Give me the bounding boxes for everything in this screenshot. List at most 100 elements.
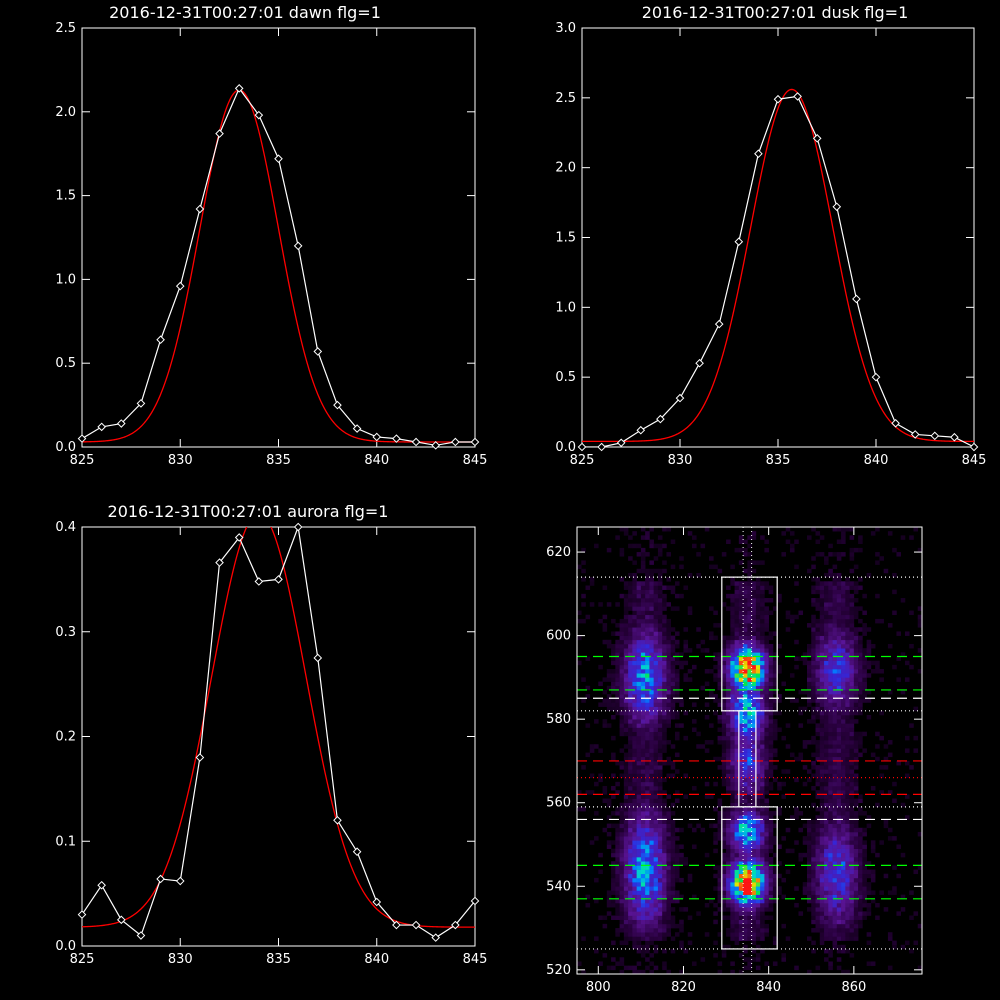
spectrum-heatmap-cell [892, 890, 897, 895]
spectrum-heatmap-cell [760, 694, 765, 699]
spectrum-heatmap-cell [824, 907, 829, 912]
spectrum-heatmap-cell [632, 894, 637, 900]
spectrum-ytick-label: 580 [546, 712, 571, 727]
spectrum-heatmap-cell [858, 689, 863, 695]
dawn-data-point [215, 129, 224, 138]
spectrum-heatmap-cell [721, 748, 727, 753]
spectrum-heatmap-cell [815, 781, 821, 787]
spectrum-heatmap-cell [862, 627, 867, 632]
spectrum-heatmap-cell [836, 556, 842, 561]
spectrum-heatmap-cell [768, 836, 774, 841]
spectrum-heatmap-cell [764, 664, 769, 670]
spectrum-heatmap-cell [777, 873, 782, 879]
spectrum-heatmap-cell [679, 877, 684, 883]
spectrum-heatmap-cell [653, 652, 659, 657]
spectrum-heatmap-cell [887, 689, 893, 695]
spectrum-heatmap-cell [653, 840, 659, 845]
spectrum-heatmap-cell [670, 589, 676, 595]
spectrum-heatmap-cell [662, 527, 667, 532]
spectrum-heatmap-cell [738, 598, 744, 603]
spectrum-heatmap-cell [674, 836, 680, 841]
spectrum-heatmap-cell [828, 798, 833, 804]
spectrum-heatmap-cell [640, 618, 646, 624]
spectrum-heatmap-cell [815, 898, 821, 904]
spectrum-heatmap-cell [849, 606, 855, 611]
spectrum-heatmap-cell [747, 815, 752, 820]
spectrum-heatmap-cell [611, 882, 616, 887]
spectrum-heatmap-cell [666, 602, 671, 607]
spectrum-heatmap-cell [870, 869, 876, 875]
dawn-ytick-label: 2.0 [55, 105, 76, 120]
spectrum-heatmap-cell [636, 568, 642, 574]
spectrum-heatmap-cell [832, 940, 838, 946]
aurora-data-point [175, 876, 185, 886]
spectrum-heatmap-cell [632, 806, 637, 812]
spectrum-heatmap-cell [772, 719, 778, 724]
spectrum-heatmap-cell [662, 823, 667, 829]
spectrum-heatmap-cell [628, 794, 633, 799]
spectrum-heatmap-cell [628, 673, 633, 678]
spectrum-heatmap-cell [730, 840, 735, 845]
spectrum-heatmap-cell [628, 535, 633, 540]
spectrum-heatmap-cell [649, 919, 654, 925]
aurora-data-point [451, 920, 460, 930]
spectrum-heatmap-cell [849, 639, 855, 645]
spectrum-heatmap-cell [734, 811, 740, 816]
spectrum-heatmap-cell [849, 857, 855, 862]
spectrum-heatmap-cell [768, 823, 774, 829]
spectrum-heatmap-cell [645, 694, 650, 699]
spectrum-heatmap-cell [768, 857, 774, 862]
spectrum-heatmap-cell [853, 869, 859, 875]
spectrum-heatmap-cell [747, 861, 752, 866]
spectrum-heatmap-cell [670, 689, 676, 695]
spectrum-heatmap-cell [755, 857, 761, 862]
spectrum-heatmap-cell [743, 656, 748, 661]
spectrum-heatmap-cell [619, 915, 625, 920]
spectrum-heatmap-cell [747, 618, 752, 624]
spectrum-heatmap-cell [632, 689, 637, 695]
spectrum-heatmap-cell [836, 685, 842, 691]
spectrum-heatmap-cell [645, 673, 650, 678]
spectrum-heatmap-cell [657, 869, 663, 875]
spectrum-heatmap-cell [764, 869, 769, 875]
spectrum-heatmap-cell [674, 869, 680, 875]
spectrum-heatmap-cell [730, 894, 735, 900]
spectrum-heatmap-cell [730, 932, 735, 937]
spectrum-heatmap-cell [849, 660, 855, 666]
spectrum-heatmap-cell [743, 602, 748, 607]
spectrum-heatmap-cell [836, 786, 842, 791]
spectrum-heatmap-cell [751, 836, 757, 841]
spectrum-heatmap-cell [632, 585, 637, 590]
spectrum-heatmap-cell [785, 936, 791, 941]
spectrum-heatmap-cell [726, 606, 731, 611]
spectrum-heatmap-cell [811, 698, 816, 703]
spectrum-heatmap-cell [709, 823, 714, 829]
spectrum-heatmap-cell [828, 639, 833, 645]
spectrum-heatmap-cell [768, 652, 774, 657]
spectrum-heatmap-cell [828, 898, 833, 904]
spectrum-heatmap-cell [619, 694, 625, 699]
spectrum-heatmap-cell [815, 581, 821, 586]
spectrum-heatmap-cell [662, 873, 667, 879]
spectrum-heatmap-cell [717, 656, 723, 661]
spectrum-heatmap-cell [738, 677, 744, 682]
dawn-data-point [175, 281, 185, 291]
spectrum-heatmap-cell [743, 852, 748, 858]
spectrum-heatmap-cell [657, 648, 663, 653]
spectrum-heatmap-cell [764, 790, 769, 795]
spectrum-heatmap-cell [606, 698, 612, 703]
spectrum-heatmap-cell [755, 606, 761, 611]
spectrum-heatmap-cell [887, 740, 893, 745]
spectrum-heatmap-cell [653, 811, 659, 816]
spectrum-heatmap-cell [815, 923, 821, 929]
dusk-data-point [675, 393, 685, 403]
spectrum-heatmap-cell [747, 543, 752, 549]
spectrum-heatmap-cell [819, 685, 825, 691]
spectrum-heatmap-cell [645, 940, 650, 946]
spectrum-heatmap-cell [892, 940, 897, 946]
spectrum-heatmap-cell [632, 890, 637, 895]
spectrum-heatmap-cell [679, 664, 684, 670]
spectrum-heatmap-cell [666, 865, 671, 870]
spectrum-heatmap-cell [721, 806, 727, 812]
spectrum-heatmap-cell [832, 760, 838, 766]
